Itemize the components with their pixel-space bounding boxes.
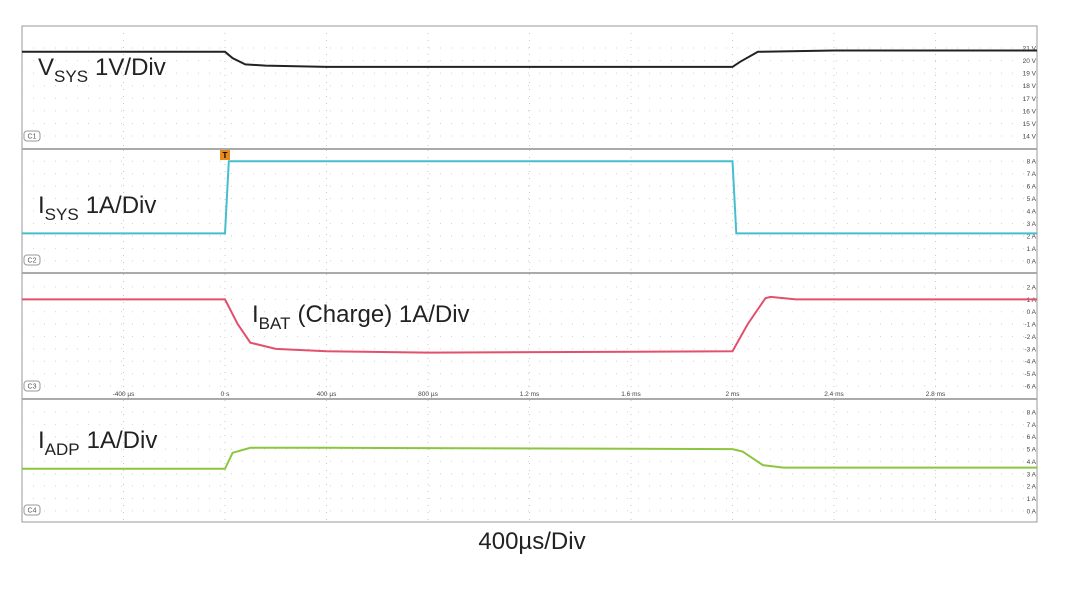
- x-tick-label: 2 ms: [725, 391, 740, 398]
- y-tick-label: 14 V: [1023, 134, 1037, 141]
- x-tick-label: 800 µs: [418, 391, 438, 398]
- y-tick-label: 8 A: [1027, 159, 1037, 166]
- channel-title: IBAT (Charge) 1A/Div: [252, 301, 470, 333]
- label-main: V: [38, 54, 54, 81]
- x-tick-label: -400 µs: [113, 391, 136, 398]
- y-tick-label: 5 A: [1027, 196, 1037, 203]
- label-sub: ADP: [45, 440, 80, 459]
- y-tick-label: 20 V: [1023, 58, 1037, 65]
- y-tick-label: 7 A: [1027, 171, 1037, 178]
- label-main: I: [38, 427, 45, 454]
- time-scale: 400µs/Div: [478, 528, 585, 555]
- y-tick-label: 4 A: [1027, 459, 1037, 466]
- trace: [22, 446, 1037, 470]
- y-tick-label: 2 A: [1027, 484, 1037, 491]
- channel-tag: [23, 504, 41, 516]
- trigger-label: T: [223, 151, 228, 160]
- channel-tag: [23, 380, 41, 392]
- y-tick-label: 3 A: [1027, 221, 1037, 228]
- trace: [22, 49, 1037, 68]
- trace: [22, 295, 1037, 354]
- y-tick-label: 8 A: [1027, 409, 1037, 416]
- x-tick-label: 400 µs: [317, 391, 337, 398]
- channel-label: C2: [28, 258, 37, 265]
- y-tick-label: 0 A: [1027, 309, 1037, 316]
- y-tick-label: -6 A: [1024, 383, 1036, 390]
- y-tick-label: -3 A: [1024, 346, 1036, 353]
- y-tick-label: -4 A: [1024, 359, 1036, 366]
- channel-label: C1: [28, 134, 37, 141]
- label-sub: BAT: [259, 314, 291, 333]
- x-tick-label: 1.6 ms: [621, 391, 641, 398]
- channel-label: C4: [28, 508, 37, 515]
- y-tick-label: 17 V: [1023, 96, 1037, 103]
- channel-title: ISYS 1A/Div: [38, 192, 156, 224]
- label-main: I: [252, 301, 259, 328]
- x-tick-label: 1.2 ms: [520, 391, 540, 398]
- channel-label: C3: [28, 384, 37, 391]
- label-rest: 1A/Div: [86, 192, 157, 219]
- y-tick-label: 1 A: [1027, 496, 1037, 503]
- y-tick-label: 0 A: [1027, 508, 1037, 515]
- label-sub: SYS: [54, 67, 88, 86]
- y-tick-label: 1 A: [1027, 246, 1037, 253]
- y-tick-label: -1 A: [1024, 322, 1036, 329]
- x-tick-label: 2.4 ms: [824, 391, 844, 398]
- channel-title: IADP 1A/Div: [38, 427, 157, 459]
- y-tick-label: 5 A: [1027, 447, 1037, 454]
- x-tick-label: 2.8 ms: [926, 391, 946, 398]
- label-rest: 1V/Div: [95, 54, 166, 81]
- y-tick-label: 6 A: [1027, 184, 1037, 191]
- y-tick-label: 7 A: [1027, 422, 1037, 429]
- channel-title: VSYS 1V/Div: [38, 54, 166, 86]
- y-tick-label: 4 A: [1027, 209, 1037, 216]
- label-sub: SYS: [45, 205, 79, 224]
- y-tick-label: -2 A: [1024, 334, 1036, 341]
- y-tick-label: 2 A: [1027, 284, 1037, 291]
- label-rest: (Charge) 1A/Div: [297, 301, 469, 328]
- y-tick-label: 2 A: [1027, 233, 1037, 240]
- trigger-tag: [220, 150, 230, 160]
- y-tick-label: 15 V: [1023, 121, 1037, 128]
- label-main: I: [38, 192, 45, 219]
- x-tick-label: 0 s: [221, 391, 230, 398]
- y-tick-label: 21 V: [1023, 46, 1037, 53]
- y-tick-label: -5 A: [1024, 371, 1036, 378]
- y-tick-label: 6 A: [1027, 434, 1037, 441]
- y-tick-label: 19 V: [1023, 71, 1037, 78]
- y-tick-label: 16 V: [1023, 108, 1037, 115]
- y-tick-label: 0 A: [1027, 258, 1037, 265]
- y-tick-label: 3 A: [1027, 471, 1037, 478]
- channel-tag: [23, 254, 41, 266]
- trace: [22, 160, 1037, 235]
- label-rest: 1A/Div: [87, 427, 158, 454]
- channel-tag: [23, 130, 41, 142]
- y-tick-label: 18 V: [1023, 83, 1037, 90]
